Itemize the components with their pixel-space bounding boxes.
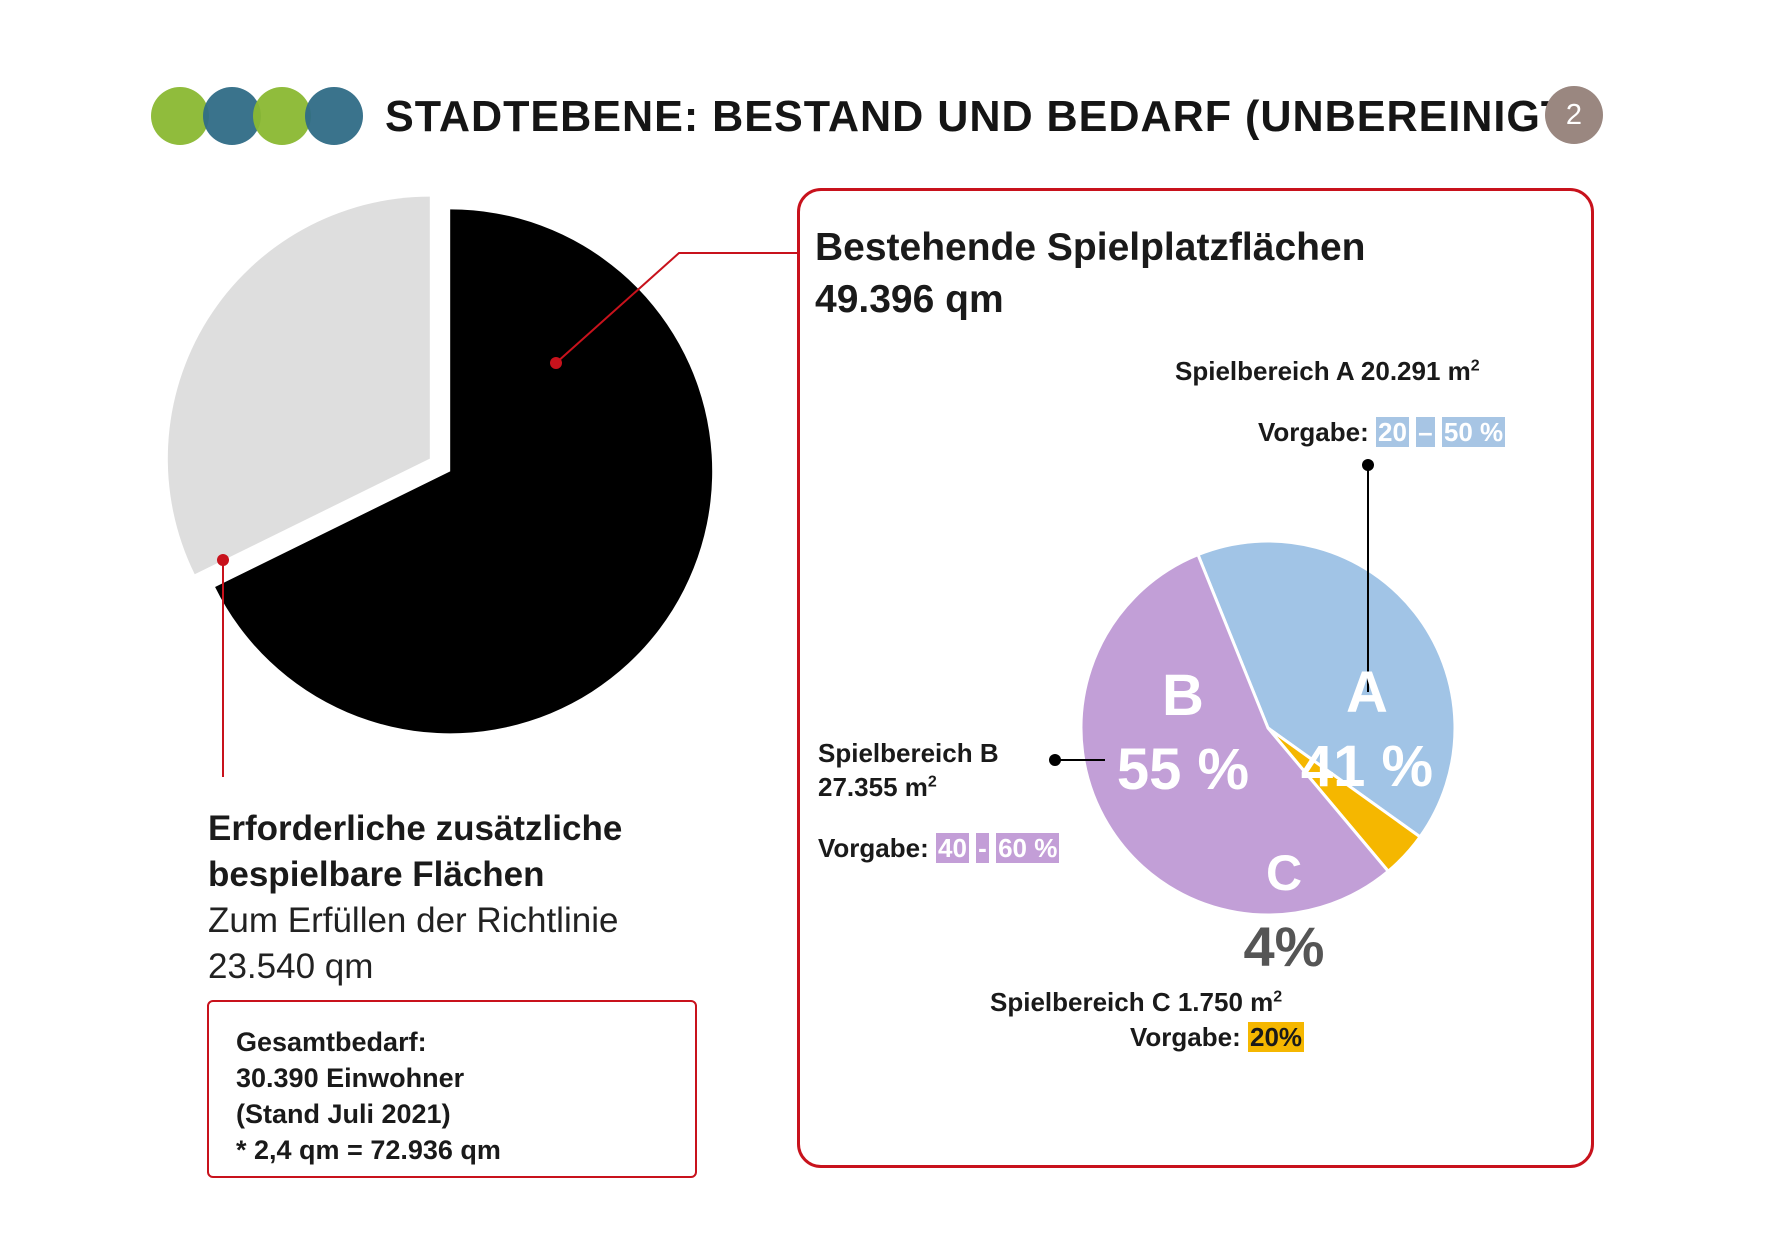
label-b-area: 27.355 m2 (818, 772, 937, 802)
existing-title-line1: Bestehende Spielplatzflächen (815, 226, 1366, 269)
range-b-dash: - (976, 833, 989, 863)
playarea-pie-chart (1079, 539, 1457, 917)
total-line2: 30.390 Einwohner (236, 1063, 465, 1093)
total-line3: (Stand Juli 2021) (236, 1099, 451, 1129)
slice-percent-a: 41 % (1301, 734, 1433, 799)
playarea-pie-slice-b (1079, 552, 1391, 917)
label-a-name: Spielbereich A 20.291 m2 (1175, 356, 1480, 386)
playarea-pie-slice-a (1195, 539, 1457, 839)
needed-area-subtitle: Zum Erfüllen der Richtlinie 23.540 qm (208, 898, 618, 990)
needed-sub-line1: Zum Erfüllen der Richtlinie (208, 901, 619, 940)
label-b-vorgabe: Vorgabe: 40 - 60 % (818, 833, 1060, 863)
needed-title-line1: Erforderliche zusätzliche (208, 809, 623, 848)
slice-percent-c: 4% (1244, 915, 1325, 978)
needed-title-line2: bespielbare Flächen (208, 855, 545, 894)
slice-label-c: C (1266, 845, 1302, 901)
page-number-badge: 2 (1545, 86, 1603, 144)
overview-pie-chart (167, 196, 713, 734)
header-dot-2 (203, 87, 261, 145)
range-a-from: 20 (1376, 417, 1409, 447)
header-dot-4 (305, 87, 363, 145)
range-b-to: 60 % (996, 833, 1060, 863)
range-a-dash: – (1416, 417, 1435, 447)
existing-title-line2: 49.396 qm (815, 278, 1004, 321)
total-demand-box (207, 1000, 697, 1178)
needed-area-title: Erforderliche zusätzliche bespielbare Fl… (208, 806, 622, 898)
existing-areas-box (797, 188, 1594, 1168)
header-dot-3 (253, 87, 311, 145)
label-c-name: Spielbereich C 1.750 m2 (990, 987, 1283, 1017)
page-title: STADTEBENE: BESTAND UND BEDARF (UNBEREIN… (385, 92, 1584, 141)
total-demand-text: Gesamtbedarf: 30.390 Einwohner (Stand Ju… (236, 1024, 501, 1168)
overview-pie-slice-1 (215, 209, 713, 734)
header-dots-logo (151, 87, 363, 145)
overview-pie-slice-2 (167, 196, 430, 575)
needed-sub-line2: 23.540 qm (208, 947, 374, 986)
slice-label-b: B (1162, 663, 1204, 728)
connector-needed-dot (217, 554, 229, 566)
label-c-vorgabe: Vorgabe: 20% (1130, 1022, 1305, 1052)
range-a-to: 50 % (1441, 417, 1506, 447)
slice-percent-b: 55 % (1117, 737, 1249, 802)
total-line1: Gesamtbedarf: (236, 1027, 427, 1057)
range-c: 20% (1248, 1022, 1305, 1052)
range-b-from: 40 (936, 833, 969, 863)
label-b-name: Spielbereich B (818, 738, 999, 768)
header-dot-1 (151, 87, 209, 145)
existing-areas-title: Bestehende Spielplatzflächen 49.396 qm (815, 222, 1365, 326)
connector-a-dot (1362, 459, 1374, 471)
slice-label-a: A (1346, 660, 1388, 725)
label-a-vorgabe: Vorgabe: 20 – 50 % (1258, 417, 1506, 447)
connector-existing (555, 252, 797, 364)
connector-b-dot (1049, 754, 1061, 766)
total-line4: * 2,4 qm = 72.936 qm (236, 1135, 501, 1165)
connector-existing-dot (550, 357, 562, 369)
